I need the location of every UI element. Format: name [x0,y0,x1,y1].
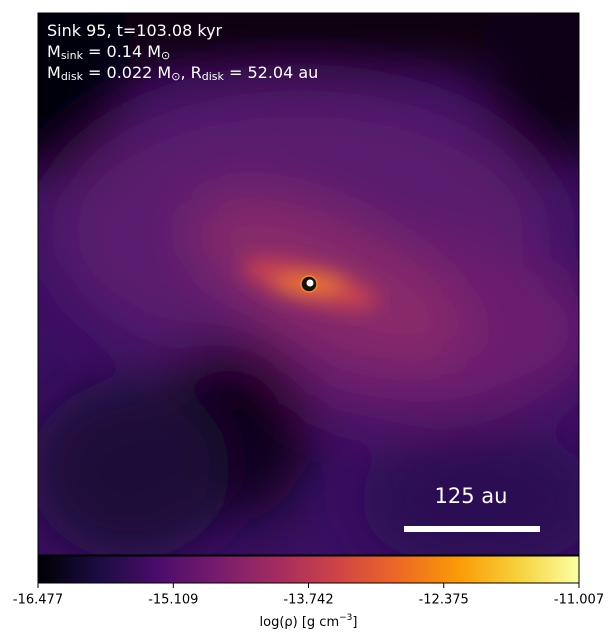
subscript: ⊙ [161,49,170,62]
text-part: M [47,42,61,61]
colorbar-axis: -16.477 -15.109 -13.742 -12.375 -11.007 log(ρ… [13,583,604,630]
text-part: M [47,63,61,82]
tick-label: -11.007 [554,593,604,608]
subscript: disk [202,70,225,83]
text-part: = 52.04 au [224,63,318,82]
text-part: , R [180,63,201,82]
annotation-line: Sink 95, t=103.08 kyr [47,21,223,40]
text-part: ] [352,615,357,630]
tick-label: -16.477 [13,593,63,608]
colorbar-label: log(ρ) [g cm−3] [260,613,358,630]
tick-label: -13.742 [283,593,333,608]
subscript: disk [61,70,84,83]
text-part: = 0.022 M [83,63,171,82]
sink-core [306,279,314,287]
frame [37,12,580,556]
tick-label: -12.375 [419,593,469,608]
annotation-line: Msink = 0.14 M⊙ [47,42,170,63]
text-part: log(ρ) [g cm [260,615,340,630]
text-part: Sink 95, t=103.08 kyr [47,21,223,40]
density-image: 125 au [38,13,579,555]
subscript: ⊙ [171,70,180,83]
text-part: = 0.14 M [83,42,161,61]
subscript: sink [61,49,84,62]
scale-bar-label: 125 au [435,484,508,508]
annotation-line: Mdisk = 0.022 M⊙, Rdisk = 52.04 au [47,63,318,84]
superscript: −3 [339,613,352,623]
colorbar [37,555,580,584]
tick-label: -15.109 [148,593,198,608]
